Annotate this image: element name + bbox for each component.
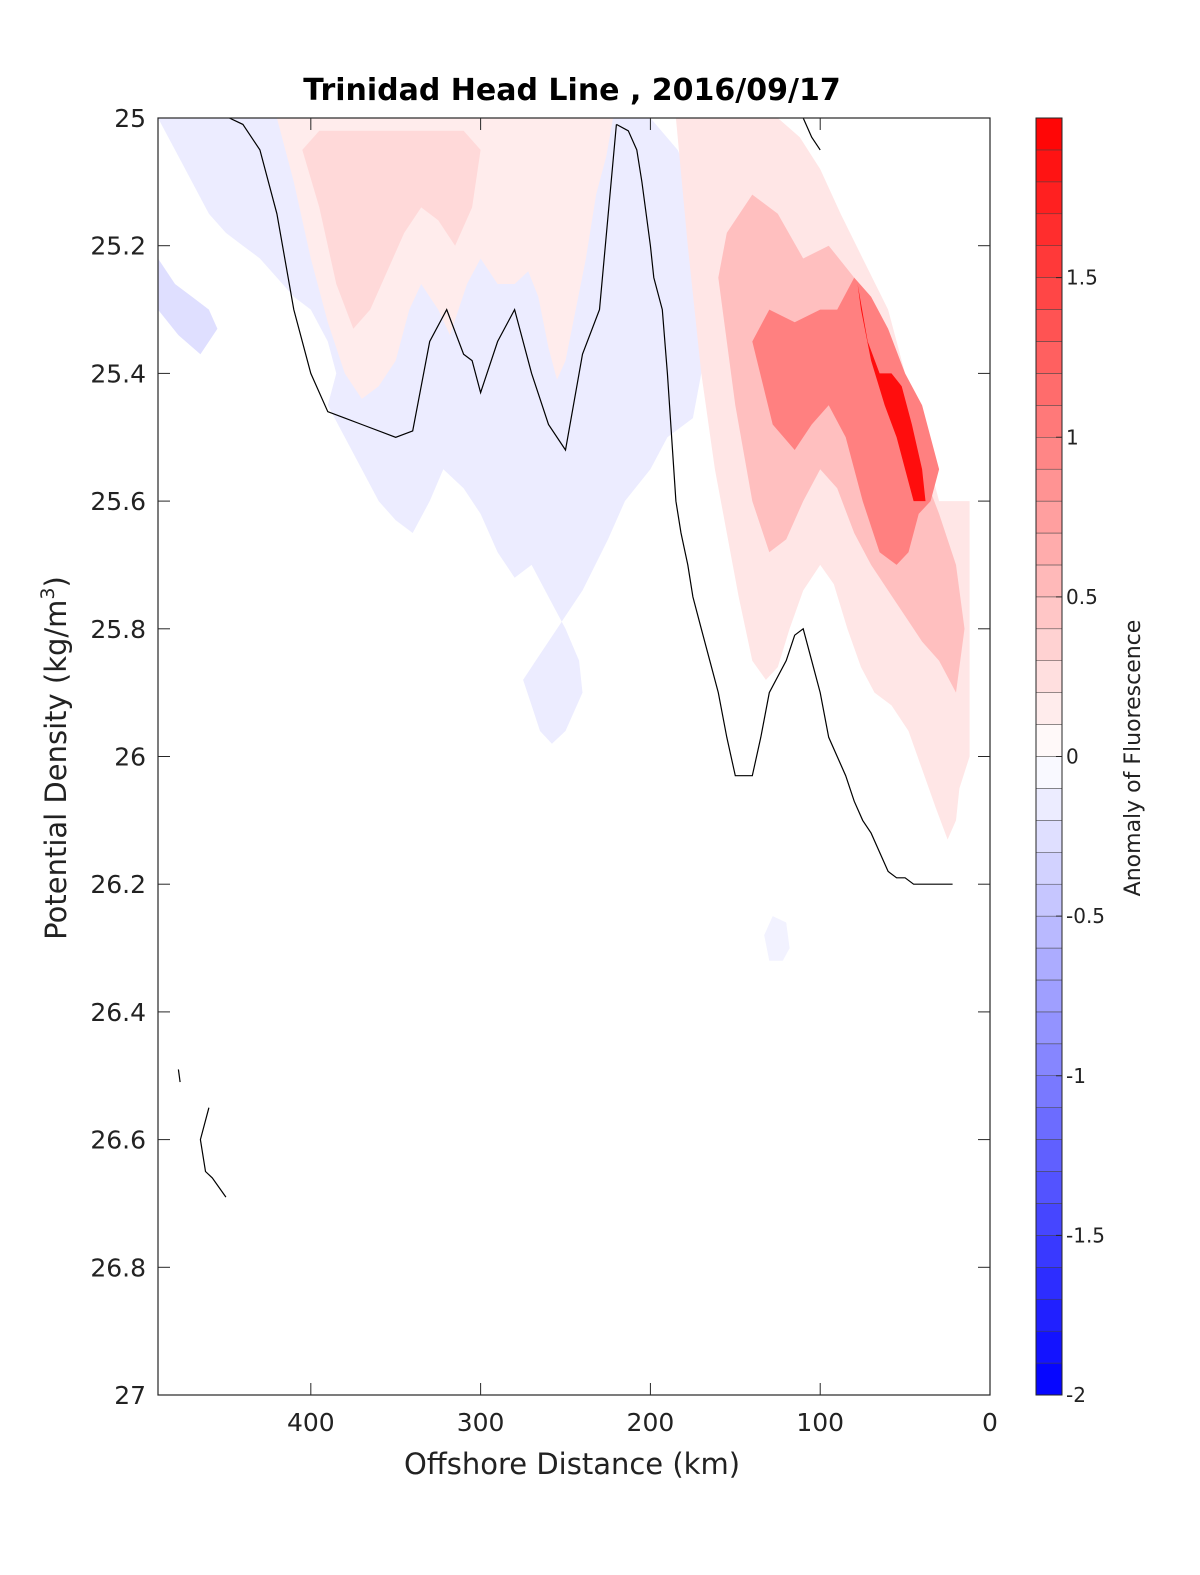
colorbar-level — [1035, 1235, 1063, 1268]
colorbar-level — [1035, 373, 1063, 406]
y-tick-label: 25 — [114, 104, 146, 133]
colorbar-level — [1035, 213, 1063, 246]
colorbar-ticks: -2 -1.5 -1 -0.5 0 0.5 1 1.5 — [1056, 266, 1105, 1407]
colorbar-level — [1035, 149, 1063, 183]
contour-line-1 — [616, 123, 953, 885]
y-axis-label-close: ) — [39, 576, 73, 587]
y-tick-label: 25.4 — [90, 359, 146, 388]
colorbar-level — [1035, 309, 1063, 342]
contour-line-0 — [229, 118, 617, 452]
colorbar-level — [1035, 405, 1063, 438]
y-tick-label: 26.6 — [90, 1126, 146, 1155]
colorbar-level — [1035, 1107, 1063, 1140]
y-tick-label: 25.6 — [90, 487, 146, 516]
colorbar-level — [1035, 852, 1063, 885]
anomaly-region-7 — [752, 277, 940, 565]
x-tick-label: 400 — [287, 1408, 335, 1437]
colorbar-level — [1035, 1075, 1063, 1108]
colorbar-level — [1035, 915, 1063, 949]
colorbar-tick-label: -0.5 — [1066, 904, 1105, 928]
colorbar-level — [1035, 1267, 1063, 1300]
colorbar-tick-label: -1 — [1066, 1064, 1086, 1088]
anomaly-region-2 — [764, 916, 790, 961]
colorbar-level — [1035, 1362, 1063, 1396]
colorbar-tick-label: -1.5 — [1066, 1223, 1105, 1247]
colorbar-level — [1035, 979, 1063, 1013]
colorbar-tick-label: 1 — [1066, 425, 1079, 449]
colorbar-level — [1035, 1043, 1063, 1076]
y-tick-label: 26.4 — [90, 998, 146, 1027]
colorbar-tick-label: -2 — [1066, 1383, 1086, 1407]
contour-line-3 — [177, 1069, 181, 1083]
colorbar-level — [1035, 532, 1063, 566]
x-tick-label: 200 — [627, 1408, 675, 1437]
colorbar-level — [1035, 500, 1063, 534]
colorbar-tick-label: 0.5 — [1066, 585, 1098, 609]
colorbar-level — [1035, 277, 1063, 310]
anomaly-regions — [158, 118, 970, 961]
anomaly-region-4 — [302, 130, 481, 329]
colorbar-level — [1035, 1011, 1063, 1045]
colorbar-level — [1035, 181, 1063, 215]
x-tick-label: 300 — [457, 1408, 505, 1437]
contour-line-4 — [199, 1107, 227, 1198]
colorbar-level — [1035, 437, 1063, 470]
colorbar-level — [1035, 820, 1063, 853]
anomaly-region-1 — [158, 258, 218, 355]
anomaly-region-8 — [857, 284, 926, 502]
x-tick-label: 100 — [796, 1408, 844, 1437]
y-tick-label: 27 — [114, 1381, 146, 1410]
colorbar-level — [1035, 1171, 1063, 1204]
y-tick-label: 25.8 — [90, 615, 146, 644]
y-axis-label-exponent: 3 — [37, 587, 59, 599]
colorbar-level — [1035, 788, 1063, 821]
colorbar-level — [1035, 1298, 1063, 1332]
colorbar-level — [1035, 724, 1063, 757]
y-tick-label: 26.2 — [90, 870, 146, 899]
x-axis-label: Offshore Distance (km) — [404, 1447, 740, 1481]
colorbar-level — [1035, 117, 1063, 151]
colorbar-level — [1035, 660, 1063, 693]
colorbar-swatches — [1035, 117, 1063, 1396]
colorbar-level — [1035, 692, 1063, 725]
chart-title: Trinidad Head Line , 2016/09/17 — [303, 73, 840, 108]
y-axis-label: Potential Density (kg/m3) — [37, 576, 73, 940]
colorbar-level — [1035, 596, 1063, 630]
colorbar-level — [1035, 1203, 1063, 1236]
colorbar-level — [1035, 883, 1063, 917]
colorbar-level — [1035, 564, 1063, 598]
y-tick-label: 26.8 — [90, 1253, 146, 1282]
colorbar-tick-label: 1.5 — [1066, 266, 1098, 290]
colorbar-level — [1035, 1139, 1063, 1172]
colorbar-level — [1035, 947, 1063, 981]
colorbar-level — [1035, 628, 1063, 661]
y-tick-label: 25.2 — [90, 232, 146, 261]
colorbar-label: Anomaly of Fluorescence — [1121, 620, 1146, 897]
colorbar-level — [1035, 341, 1063, 374]
plot-area — [158, 118, 970, 1198]
x-axis-ticks: 400 300 200 100 0 — [287, 118, 998, 1437]
y-axis-label-main: Potential Density (kg/m — [39, 600, 73, 940]
colorbar-level — [1035, 245, 1063, 278]
x-tick-label: 0 — [982, 1408, 998, 1437]
colorbar-tick-label: 0 — [1066, 745, 1079, 769]
contour-line-2 — [802, 118, 821, 151]
y-tick-label: 26 — [114, 743, 146, 772]
colorbar: -2 -1.5 -1 -0.5 0 0.5 1 1.5 Anomaly of Fluoresc… — [1035, 117, 1146, 1407]
zero-contour-lines — [177, 118, 953, 1198]
y-axis-ticks: 25 25.2 25.4 25.6 25.8 26 26.2 26.4 26.6 26.8 27 — [90, 104, 990, 1410]
colorbar-level — [1035, 468, 1063, 502]
colorbar-level — [1035, 1330, 1063, 1364]
colorbar-level — [1035, 756, 1063, 789]
